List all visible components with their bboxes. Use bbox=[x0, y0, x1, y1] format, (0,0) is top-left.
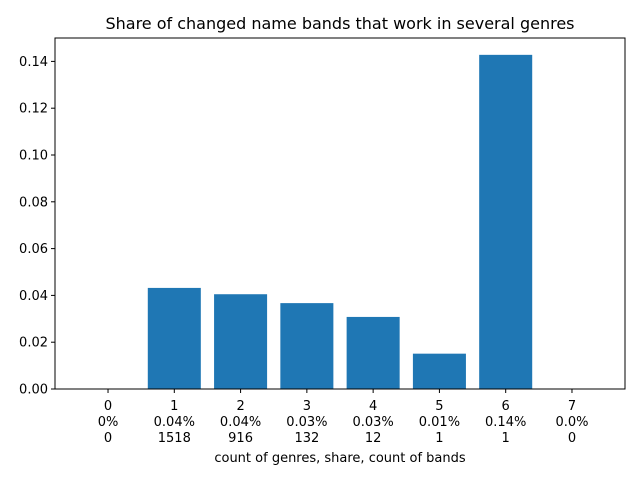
x-tick-label-line: 1 bbox=[502, 431, 510, 446]
y-tick-label: 0.14 bbox=[19, 55, 48, 70]
bars-group bbox=[147, 54, 533, 390]
y-tick-label: 0.10 bbox=[19, 149, 48, 164]
x-tick-label-line: 0.01% bbox=[419, 415, 460, 430]
x-tick-label-line: 1 bbox=[170, 399, 178, 414]
y-tick-label: 0.02 bbox=[19, 336, 48, 351]
x-tick-label-line: 0.03% bbox=[286, 415, 327, 430]
x-tick-label-line: 6 bbox=[502, 399, 510, 414]
x-tick-label-line: 0 bbox=[568, 431, 576, 446]
x-tick-label: 2 0.04% 916 bbox=[220, 399, 261, 446]
x-tick-label-line: 7 bbox=[568, 399, 576, 414]
x-tick-label: 4 0.03% 12 bbox=[352, 399, 393, 446]
x-tick-label-line: 0.04% bbox=[220, 415, 261, 430]
x-tick-label-line: 0 bbox=[104, 431, 112, 446]
x-tick-label: 5 0.01% 1 bbox=[419, 399, 460, 446]
x-tick-label-line: 4 bbox=[369, 399, 377, 414]
chart-title: Share of changed name bands that work in… bbox=[105, 14, 574, 33]
x-tick-label-line: 0.0% bbox=[555, 415, 588, 430]
x-tick-label-line: 0.14% bbox=[485, 415, 526, 430]
axes-group bbox=[54, 37, 626, 390]
bar-5 bbox=[412, 353, 466, 389]
y-tick-label: 0.00 bbox=[19, 383, 48, 398]
x-tick-label-line: 0% bbox=[98, 415, 119, 430]
y-tick-label: 0.12 bbox=[19, 102, 48, 117]
x-axis-label: count of genres, share, count of bands bbox=[214, 451, 466, 466]
x-tick-label-line: 0 bbox=[104, 399, 112, 414]
x-tick-label-line: 12 bbox=[365, 431, 382, 446]
x-tick-label: 7 0.0% 0 bbox=[555, 399, 588, 446]
x-tick-label: 3 0.03% 132 bbox=[286, 399, 327, 446]
x-tick-label: 1 0.04% 1518 bbox=[154, 399, 195, 446]
y-tick-label: 0.04 bbox=[19, 289, 48, 304]
plot-frame bbox=[54, 37, 626, 390]
x-tick-label-line: 0.04% bbox=[154, 415, 195, 430]
x-tick-label-line: 132 bbox=[294, 431, 319, 446]
y-tick-label: 0.06 bbox=[19, 242, 48, 257]
bar-6 bbox=[479, 54, 533, 390]
x-tick-label-line: 3 bbox=[303, 399, 311, 414]
bar-1 bbox=[147, 287, 201, 389]
x-tick-label: 0 0% 0 bbox=[98, 399, 119, 446]
x-tick-label-line: 0.03% bbox=[352, 415, 393, 430]
x-tick-label-line: 1 bbox=[435, 431, 443, 446]
x-tick-label-line: 1518 bbox=[158, 431, 191, 446]
x-tick-label: 6 0.14% 1 bbox=[485, 399, 526, 446]
bar-3 bbox=[280, 303, 334, 389]
bar-2 bbox=[214, 294, 268, 389]
x-tick-label-line: 2 bbox=[236, 399, 244, 414]
bar-4 bbox=[346, 316, 400, 389]
y-tick-label: 0.08 bbox=[19, 195, 48, 210]
y-axis-ticks: 0.00 0.02 0.04 0.06 0.08 0.10 0.12 0.14 bbox=[19, 55, 55, 398]
x-tick-label-line: 5 bbox=[435, 399, 443, 414]
x-tick-label-line: 916 bbox=[228, 431, 253, 446]
